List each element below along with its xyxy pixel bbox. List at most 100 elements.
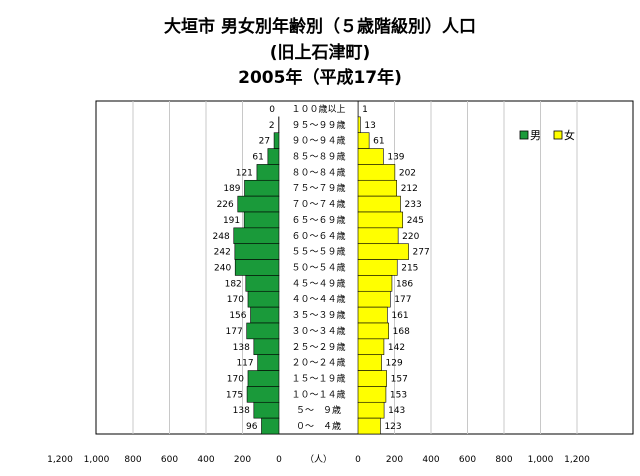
male-value-label: 242 <box>214 248 231 258</box>
male-bar <box>256 164 280 181</box>
female-value-label: 177 <box>394 295 411 305</box>
female-bar <box>357 132 370 149</box>
grid-lines <box>132 101 578 434</box>
chart-subtitle-area: (旧上石津町) <box>269 43 371 63</box>
male-bar <box>257 354 280 371</box>
male-value-label: 117 <box>236 359 253 369</box>
male-value-label: 138 <box>233 406 250 416</box>
age-category-label: ５５～５９歳 <box>291 246 345 258</box>
female-bar <box>357 290 391 308</box>
female-value-label: 245 <box>407 216 424 226</box>
female-value-label: 168 <box>393 327 410 337</box>
female-value-label: 123 <box>384 422 401 432</box>
male-value-label: 226 <box>217 200 234 210</box>
age-category-label: ８５～８９歳 <box>291 151 345 163</box>
male-value-label: 182 <box>225 279 242 289</box>
male-bar <box>250 306 280 324</box>
male-bar <box>246 386 280 403</box>
male-value-label: 240 <box>214 264 231 274</box>
female-value-label: 153 <box>390 390 407 400</box>
male-bar <box>247 290 280 308</box>
male-bar <box>234 243 280 260</box>
male-value-label: 170 <box>227 295 244 305</box>
legend-male-label: 男 <box>530 129 541 142</box>
legend-male-swatch <box>519 130 529 140</box>
age-category-label: ２５～２９歳 <box>291 341 345 353</box>
female-value-label: 61 <box>373 137 384 147</box>
female-bar <box>357 322 389 340</box>
age-category-label: ９０～９４歳 <box>291 135 345 147</box>
male-value-label: 156 <box>229 311 246 321</box>
age-category-label: ６０～６４歳 <box>291 230 345 242</box>
female-value-label: 233 <box>405 200 422 210</box>
female-value-label: 220 <box>402 232 419 242</box>
female-bar <box>357 338 385 356</box>
female-bar <box>357 386 387 403</box>
female-bar <box>357 401 385 419</box>
age-category-label: ０～ ４歳 <box>296 420 341 432</box>
bars-group <box>233 100 409 435</box>
x-tick-label-right: 1,000 <box>528 455 554 465</box>
male-value-label: 189 <box>223 184 240 194</box>
female-value-label: 161 <box>391 311 408 321</box>
female-value-label: 129 <box>386 359 403 369</box>
male-bar <box>261 417 280 435</box>
male-bar <box>246 322 280 340</box>
male-value-label: 170 <box>227 375 244 385</box>
age-category-label: １０～１４歳 <box>291 388 345 400</box>
male-value-label: 177 <box>226 327 243 337</box>
x-tick-label-right: 0 <box>355 455 361 465</box>
female-value-label: 139 <box>387 153 404 163</box>
x-tick-label-right: 1,200 <box>564 455 590 465</box>
chart-title: 大垣市 男女別年齢別（５歳階級別）人口 <box>164 17 476 37</box>
age-category-label: ９５～９９歳 <box>291 119 345 131</box>
legend-female-label: 女 <box>564 128 575 142</box>
age-category-label: ７０～７４歳 <box>291 198 345 210</box>
female-bar <box>357 243 409 260</box>
female-value-label: 186 <box>396 279 413 289</box>
female-bar <box>357 179 397 197</box>
female-value-label: 142 <box>388 343 405 353</box>
male-value-label: 27 <box>259 137 270 147</box>
female-bar <box>357 417 381 435</box>
x-tick-label-left: 800 <box>124 455 141 465</box>
female-value-label: 13 <box>364 121 375 131</box>
male-value-label: 96 <box>246 422 258 432</box>
female-value-label: 215 <box>401 264 418 274</box>
x-tick-label-right: 800 <box>495 455 512 465</box>
x-tick-label-right: 600 <box>459 455 476 465</box>
male-bar <box>233 227 280 245</box>
female-bar <box>357 164 396 181</box>
legend: 男 女 <box>519 128 575 142</box>
female-value-label: 212 <box>401 184 418 194</box>
female-bar <box>357 195 401 213</box>
female-value-label: 157 <box>391 375 408 385</box>
male-bar <box>234 259 280 276</box>
x-axis-unit-label: （人） <box>305 454 332 465</box>
x-tick-label-left: 0 <box>276 455 282 465</box>
age-category-label: ３５～３９歳 <box>291 309 345 321</box>
male-value-label: 0 <box>269 105 275 115</box>
legend-female-swatch <box>553 130 563 140</box>
male-bar <box>237 195 280 213</box>
male-bar <box>243 211 280 229</box>
male-value-label: 138 <box>233 343 250 353</box>
male-bar <box>247 370 280 387</box>
x-axis-ticks: 1,200 1,000 800 600 400 200 0 0 200 400 600 800 1,00… <box>47 454 590 465</box>
chart-subtitle-year: 2005年（平成17年) <box>238 68 402 88</box>
male-value-label: 175 <box>226 390 243 400</box>
male-value-label: 61 <box>252 153 263 163</box>
x-tick-label-left: 1,000 <box>84 455 110 465</box>
age-category-label: ６５～６９歳 <box>291 214 345 226</box>
female-bar <box>357 306 388 324</box>
male-value-label: 2 <box>269 121 275 131</box>
age-category-label: １５～１９歳 <box>291 373 345 385</box>
age-category-label: ５～ ９歳 <box>296 404 341 416</box>
age-category-label: １００歳以上 <box>291 103 345 115</box>
female-bar <box>357 211 404 229</box>
age-category-label: ３０～３４歳 <box>291 325 345 337</box>
x-tick-label-right: 200 <box>386 455 403 465</box>
x-tick-label-left: 400 <box>197 455 214 465</box>
